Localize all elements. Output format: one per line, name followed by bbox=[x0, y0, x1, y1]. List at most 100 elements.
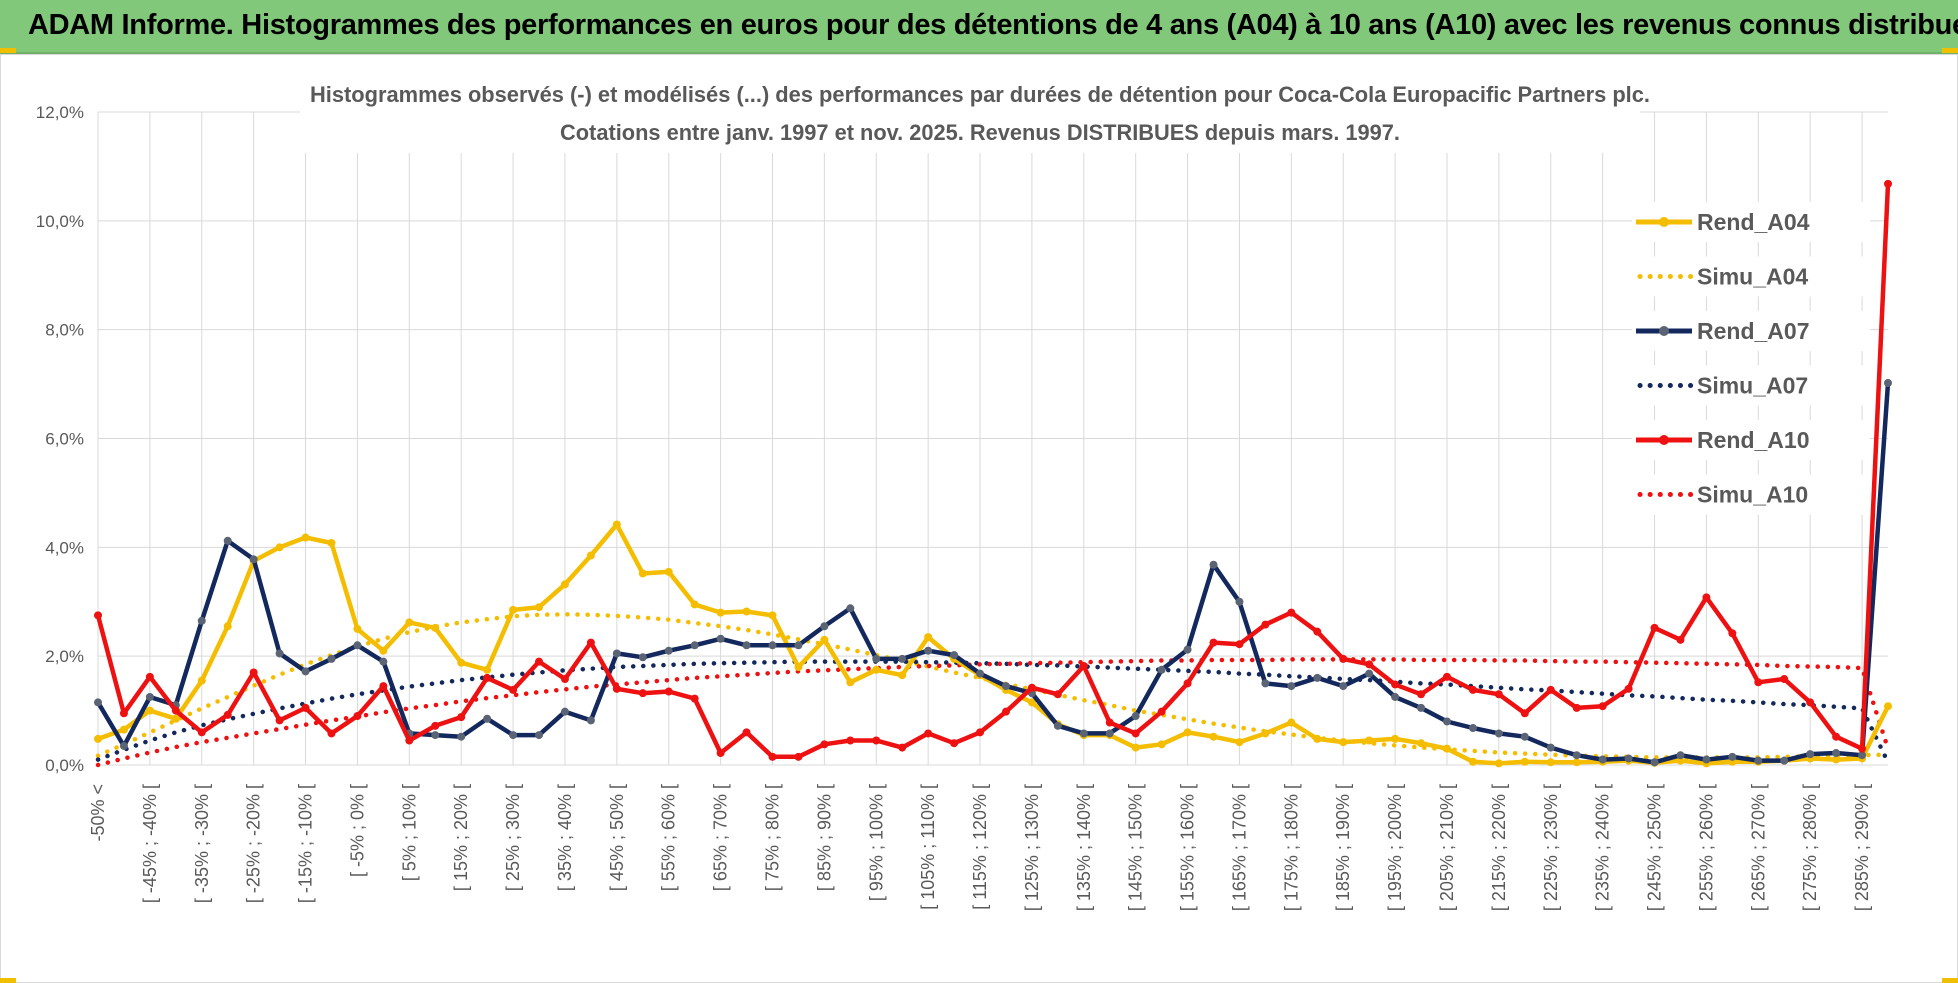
data-point bbox=[1676, 635, 1685, 644]
data-point bbox=[690, 694, 699, 703]
data-point bbox=[1884, 702, 1892, 711]
data-point bbox=[1131, 712, 1140, 721]
data-point bbox=[638, 569, 647, 578]
legend-item-rend-a04: Rend_A04 bbox=[1632, 202, 1870, 242]
x-tick-label: [ -35% ; -30% [ bbox=[192, 784, 212, 903]
x-tick-label: [ 105% ; 110% [ bbox=[918, 784, 938, 910]
data-point bbox=[846, 604, 855, 613]
data-point bbox=[612, 649, 621, 658]
data-point bbox=[197, 616, 206, 625]
data-point bbox=[560, 580, 569, 589]
y-tick-label: 12,0% bbox=[36, 103, 84, 122]
x-tick-label: [ 25% ; 30% [ bbox=[503, 784, 523, 891]
series-rend-a10 bbox=[94, 179, 1892, 761]
data-point bbox=[431, 731, 440, 740]
legend-item-simu-a07: Simu_A07 bbox=[1632, 365, 1870, 406]
data-point bbox=[1546, 685, 1555, 694]
data-point bbox=[1313, 673, 1322, 682]
data-point bbox=[1572, 758, 1581, 767]
data-point bbox=[301, 667, 310, 676]
x-tick-label: [ 5% ; 10% [ bbox=[399, 784, 419, 881]
data-point bbox=[249, 668, 258, 677]
data-point bbox=[1235, 597, 1244, 606]
data-point bbox=[509, 685, 518, 694]
data-point bbox=[301, 533, 310, 542]
data-point bbox=[794, 663, 803, 672]
data-point bbox=[742, 607, 751, 616]
data-point bbox=[1079, 729, 1088, 738]
x-tick-label: [ 225% ; 230% [ bbox=[1541, 784, 1561, 911]
data-point bbox=[1468, 685, 1477, 694]
data-point bbox=[1391, 692, 1400, 701]
legend-marker bbox=[1659, 326, 1669, 336]
data-point bbox=[1624, 684, 1633, 693]
data-point bbox=[1676, 751, 1685, 760]
data-point bbox=[1209, 560, 1218, 569]
data-point bbox=[1365, 669, 1374, 678]
data-point bbox=[560, 675, 569, 684]
x-tick-label: [ 55% ; 60% [ bbox=[659, 784, 679, 891]
data-point bbox=[924, 646, 933, 655]
y-tick-label: 10,0% bbox=[36, 212, 84, 231]
x-tick-label: [ 15% ; 20% [ bbox=[451, 784, 471, 891]
data-point bbox=[586, 551, 595, 560]
y-tick-label: 6,0% bbox=[45, 430, 84, 449]
x-tick-label: [ -45% ; -40% [ bbox=[140, 784, 160, 903]
x-tick-label: [ 215% ; 220% [ bbox=[1489, 784, 1509, 911]
data-point bbox=[1183, 728, 1192, 737]
data-point bbox=[249, 555, 258, 564]
data-point bbox=[1754, 678, 1763, 687]
data-point bbox=[197, 728, 206, 737]
data-point bbox=[1806, 750, 1815, 759]
data-point bbox=[379, 682, 388, 691]
data-point bbox=[483, 714, 492, 723]
data-point bbox=[1832, 732, 1841, 741]
data-point bbox=[1780, 756, 1789, 765]
data-point bbox=[119, 709, 128, 718]
data-point bbox=[171, 714, 180, 723]
data-point bbox=[716, 634, 725, 643]
data-point bbox=[1313, 627, 1322, 636]
data-point bbox=[1858, 751, 1867, 760]
x-tick-label: [ 185% ; 190% [ bbox=[1333, 784, 1353, 911]
data-point bbox=[431, 623, 440, 632]
data-point bbox=[1780, 675, 1789, 684]
data-point bbox=[872, 654, 881, 663]
x-tick-label: [ 235% ; 240% [ bbox=[1593, 784, 1613, 911]
data-point bbox=[1339, 738, 1348, 747]
data-point bbox=[1105, 729, 1114, 738]
data-point bbox=[1391, 734, 1400, 743]
data-point bbox=[1572, 751, 1581, 760]
x-tick-label: [ 45% ; 50% [ bbox=[607, 784, 627, 891]
data-point bbox=[353, 641, 362, 650]
data-point bbox=[1650, 623, 1659, 632]
data-point bbox=[1417, 703, 1426, 712]
data-point bbox=[145, 692, 154, 701]
data-point bbox=[1442, 744, 1451, 753]
corner-mark bbox=[0, 48, 16, 53]
data-point bbox=[1209, 732, 1218, 741]
data-point bbox=[223, 536, 232, 545]
data-point bbox=[509, 605, 518, 614]
legend-item-rend-a07: Rend_A07 bbox=[1632, 311, 1870, 351]
legend-item-simu-a04: Simu_A04 bbox=[1632, 256, 1870, 297]
series-line bbox=[95, 659, 1891, 765]
x-tick-label: [ 195% ; 200% [ bbox=[1385, 784, 1405, 911]
data-point bbox=[119, 741, 128, 750]
y-tick-label: 8,0% bbox=[45, 321, 84, 340]
data-point bbox=[1053, 690, 1062, 699]
data-point bbox=[275, 716, 284, 725]
data-point bbox=[1339, 654, 1348, 663]
data-point bbox=[768, 752, 777, 761]
data-point bbox=[535, 603, 544, 612]
title-background bbox=[300, 75, 1640, 153]
banner-title: ADAM Informe. Histogrammes des performan… bbox=[28, 9, 1958, 41]
x-tick-label: [ 115% ; 120% [ bbox=[970, 784, 990, 910]
data-point bbox=[1105, 718, 1114, 727]
data-point bbox=[1702, 593, 1711, 602]
data-point bbox=[1442, 672, 1451, 681]
data-point bbox=[301, 703, 310, 712]
data-point bbox=[742, 728, 751, 737]
data-point bbox=[1520, 757, 1529, 766]
data-point bbox=[820, 635, 829, 644]
